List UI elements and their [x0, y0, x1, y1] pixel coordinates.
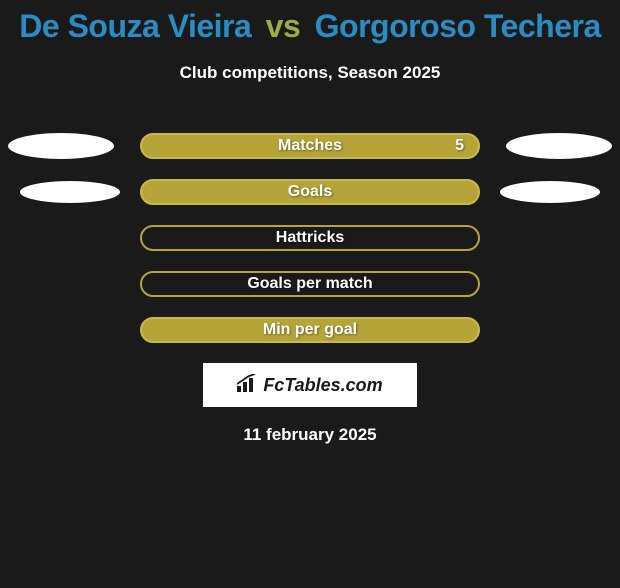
stat-row: Min per goal: [0, 317, 620, 343]
stat-bar: Matches 5: [140, 133, 480, 159]
logo-box: FcTables.com: [203, 363, 417, 407]
date-label: 11 february 2025: [0, 425, 620, 445]
logo-content: FcTables.com: [237, 374, 382, 397]
left-ellipse: [8, 133, 114, 159]
stat-label: Min per goal: [263, 321, 357, 339]
stat-row: Goals per match: [0, 271, 620, 297]
stat-label: Hattricks: [276, 229, 344, 247]
vs-text: vs: [266, 8, 301, 44]
stat-row: Hattricks: [0, 225, 620, 251]
chart-icon: [237, 374, 259, 397]
stat-bar: Min per goal: [140, 317, 480, 343]
stat-row: Goals: [0, 179, 620, 205]
left-ellipse: [20, 181, 120, 203]
stat-bar: Hattricks: [140, 225, 480, 251]
subtitle: Club competitions, Season 2025: [0, 63, 620, 83]
logo-text: FcTables.com: [263, 375, 382, 396]
stat-label: Goals per match: [247, 275, 372, 293]
right-ellipse: [500, 181, 600, 203]
player2-name: Gorgoroso Techera: [315, 8, 601, 44]
stat-row: Matches 5: [0, 133, 620, 159]
stat-label: Goals: [288, 183, 332, 201]
stat-label: Matches: [278, 137, 342, 155]
stat-bar: Goals per match: [140, 271, 480, 297]
comparison-title: De Souza Vieira vs Gorgoroso Techera: [0, 8, 620, 45]
right-ellipse: [506, 133, 612, 159]
stat-bar: Goals: [140, 179, 480, 205]
player1-name: De Souza Vieira: [19, 8, 251, 44]
stat-value: 5: [455, 137, 464, 155]
stats-container: Matches 5 Goals Hattricks Goals per match Min…: [0, 133, 620, 343]
